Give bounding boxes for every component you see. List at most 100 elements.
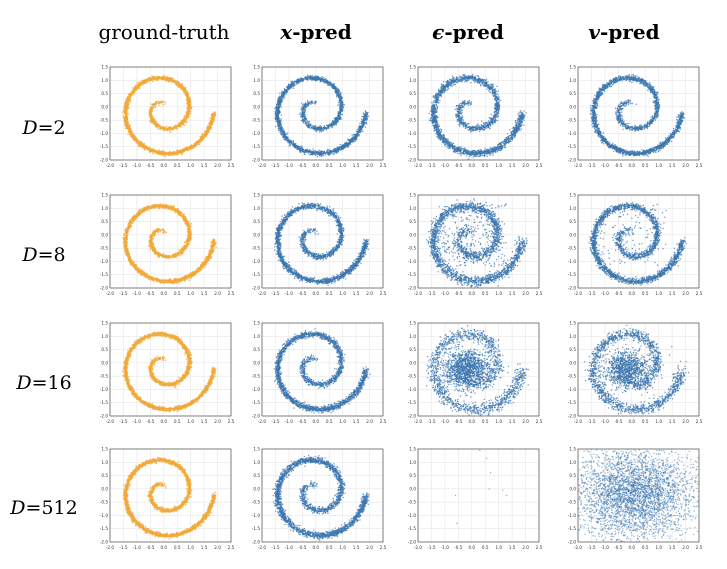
- scatter-point: [127, 113, 129, 116]
- scatter-point: [340, 95, 342, 97]
- scatter-point: [340, 146, 342, 148]
- scatter-point: [335, 96, 338, 98]
- scatter-point: [318, 153, 320, 155]
- scatter-point: [326, 127, 328, 130]
- scatter-point: [187, 93, 190, 95]
- scatter-point: [172, 128, 174, 130]
- scatter-point: [280, 94, 283, 97]
- scatter-point: [299, 112, 302, 114]
- scatter-point: [124, 112, 127, 115]
- y-tick-label: 1.5: [253, 65, 260, 70]
- scatter-point: [180, 125, 182, 128]
- scatter-point: [318, 149, 320, 151]
- scatter-point: [277, 127, 280, 130]
- scatter-point: [128, 130, 131, 133]
- scatter-point: [334, 118, 337, 121]
- scatter-point: [303, 111, 305, 114]
- scatter-point: [337, 119, 339, 121]
- scatter-point: [286, 133, 288, 135]
- x-tick-label: 0.5: [326, 163, 333, 168]
- scatter-point: [336, 121, 338, 123]
- scatter-point: [340, 114, 343, 116]
- scatter-point: [175, 83, 177, 85]
- scatter-point: [321, 127, 323, 129]
- scatter-point: [152, 80, 154, 83]
- x-tick-label: -0.5: [146, 163, 155, 168]
- scatter-point: [363, 122, 365, 125]
- scatter-point: [181, 83, 183, 86]
- scatter-point: [316, 151, 319, 153]
- scatter-point: [343, 142, 346, 144]
- scatter-point: [131, 136, 133, 138]
- scatter-point: [133, 89, 135, 92]
- scatter-point: [186, 96, 189, 99]
- scatter-point: [177, 151, 179, 154]
- x-tick-label: 0.0: [160, 163, 167, 168]
- scatter-point: [299, 145, 302, 147]
- scatter-point: [210, 120, 213, 123]
- scatter-point: [328, 124, 331, 127]
- scatter-point: [152, 75, 155, 78]
- scatter-point: [152, 121, 154, 124]
- scatter-point: [281, 101, 283, 103]
- scatter-point: [319, 124, 321, 127]
- scatter-point: [137, 141, 140, 144]
- scatter-point: [329, 123, 332, 125]
- x-tick-label: -1.5: [119, 163, 128, 168]
- scatter-point: [126, 98, 129, 101]
- scatter-point: [146, 147, 149, 150]
- scatter-point: [288, 143, 291, 145]
- scatter-point: [206, 125, 209, 127]
- scatter-point: [286, 86, 288, 89]
- scatter-point: [301, 149, 303, 151]
- scatter-point: [338, 117, 340, 120]
- scatter-point: [312, 148, 314, 150]
- scatter-point: [308, 122, 310, 124]
- scatter-point: [341, 97, 343, 99]
- scatter-point: [181, 149, 183, 152]
- scatter-point: [323, 77, 325, 79]
- y-tick-label: 1.0: [101, 78, 108, 83]
- scatter-point: [126, 101, 128, 103]
- scatter-point: [156, 79, 159, 81]
- scatter-point: [147, 77, 149, 80]
- scatter-point: [275, 120, 277, 123]
- scatter-point: [181, 153, 183, 156]
- scatter-point: [126, 117, 128, 119]
- scatter-point: [170, 78, 173, 81]
- scatter-point: [177, 123, 180, 126]
- scatter-point: [282, 128, 285, 130]
- scatter-point: [181, 88, 183, 91]
- scatter-point: [167, 127, 169, 130]
- scatter-point: [294, 143, 296, 146]
- y-tick-label: 0.5: [253, 91, 260, 96]
- scatter-point: [340, 148, 342, 150]
- scatter-point: [335, 148, 338, 150]
- scatter-point: [170, 127, 173, 130]
- scatter-point: [333, 121, 335, 123]
- scatter-point: [155, 103, 158, 105]
- scatter-point: [275, 119, 277, 121]
- scatter-point: [304, 148, 306, 151]
- scatter-point: [337, 111, 339, 113]
- scatter-point: [279, 92, 281, 94]
- scatter-point: [323, 82, 325, 84]
- scatter-point: [150, 119, 153, 121]
- scatter-point: [150, 110, 153, 113]
- scatter-point: [337, 104, 339, 106]
- scatter-point: [123, 106, 126, 108]
- x-tick-label: -2.0: [106, 163, 115, 168]
- scatter-point: [318, 129, 320, 131]
- scatter-point: [169, 131, 172, 134]
- scatter-point: [291, 83, 293, 85]
- scatter-point: [335, 152, 338, 155]
- x-tick-label: 0.0: [312, 163, 319, 168]
- x-tick-label: 1.0: [187, 163, 194, 168]
- column-header-x-pred: x-pred: [240, 18, 392, 46]
- scatter-point: [137, 81, 140, 84]
- scatter-point: [131, 91, 134, 94]
- scatter-point: [185, 91, 188, 94]
- scatter-point: [156, 152, 159, 154]
- scatter-point: [126, 118, 128, 121]
- scatter-point: [189, 112, 192, 115]
